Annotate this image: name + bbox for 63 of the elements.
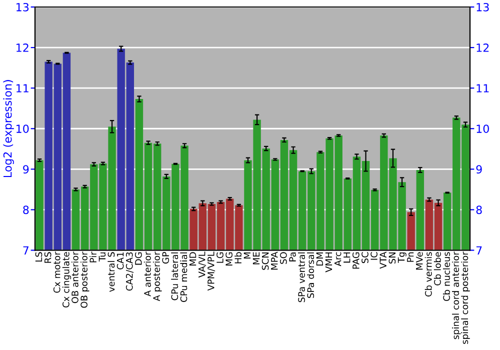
x-tick-label: GP [162,252,170,264]
x-tick-label: Pir [90,252,96,262]
x-tick-label: SCN [262,252,269,270]
x-tick-label: A posterior [152,252,162,302]
y-tick-label: 13 [16,2,29,12]
x-tick-label: MVe [416,252,423,270]
x-tick-label: CPu lateral [171,252,178,300]
y2-tick-label: 13 [476,2,489,12]
y-tick-label: 10 [16,124,29,134]
x-tick-label: OB anterior [71,252,78,304]
y2-tick-label: 7 [476,246,482,254]
x-tick-label: VMH [325,252,332,272]
x-tick-label: Hb [234,252,242,264]
y2-tick-label: 10 [476,124,489,134]
x-tick-label: ME [252,252,260,264]
x-tick-label: spinal cord anterior [452,252,461,340]
x-tick-label: Pa [289,252,296,262]
y2-tick-label: 11 [476,84,489,92]
x-tick-label: spinal cord posterior [461,252,470,344]
x-tick-label: SC [362,252,368,264]
x-tick-label: Cx motor [53,252,60,293]
x-tick-label: LS [35,252,42,262]
x-tick-label: SPa ventral [298,252,305,302]
x-tick-label: LG [216,252,224,263]
y-tick-label: 11 [16,84,28,92]
x-tick-label: Cb lobe [434,252,441,286]
x-tick-label: MG [226,252,232,266]
x-tick-label: Pn [407,252,414,262]
x-tick-label: VPM/VPL [208,252,216,291]
x-tick-label: Tu [98,252,106,262]
x-tick-label: Cb vermis [424,252,432,296]
y-tick-label: 9 [23,165,29,174]
x-tick-label: Cx cingulate [62,252,72,308]
x-tick-label: CA1 [116,252,124,270]
y2-tick-label: 12 [476,44,489,52]
x-tick-label: ventral S [108,252,115,292]
x-tick-label: SN [388,252,396,264]
y-axis-title: Log2 (expression) [3,80,14,178]
y-tick-label: 12 [16,44,28,52]
x-tick-label: CA2/CA3 [126,252,134,291]
x-tick-label: SO [280,252,287,264]
x-tick-label: CPu medial [180,252,188,302]
x-tick-label: DG [135,252,142,265]
x-tick-label: Tg [398,252,406,263]
x-tick-label: RS [44,252,52,263]
x-tick-label: M [244,252,250,259]
y-tick-label: 8 [23,206,29,214]
x-tick-label: MD [190,252,196,266]
x-tick-label: VTA [380,252,386,269]
x-tick-label: LH [344,252,350,263]
x-tick-label: DM [316,252,323,266]
y2-tick-label: 9 [476,165,482,174]
y-tick-label: 7 [23,246,28,254]
x-tick-label: Arc [334,252,342,266]
x-tick-label: VA/VL [198,252,206,278]
x-tick-label: A anterior [144,252,151,296]
x-tick-label: MPA [271,252,278,270]
x-tick-label: OB posterior [80,252,90,308]
x-tick-label: SPa dorsal [307,252,314,298]
x-tick-label: PAG [352,252,360,269]
y2-tick-label: 8 [476,206,482,214]
x-tick-label: Cb nucleus [442,252,450,301]
x-tick-label: IC [370,252,378,260]
